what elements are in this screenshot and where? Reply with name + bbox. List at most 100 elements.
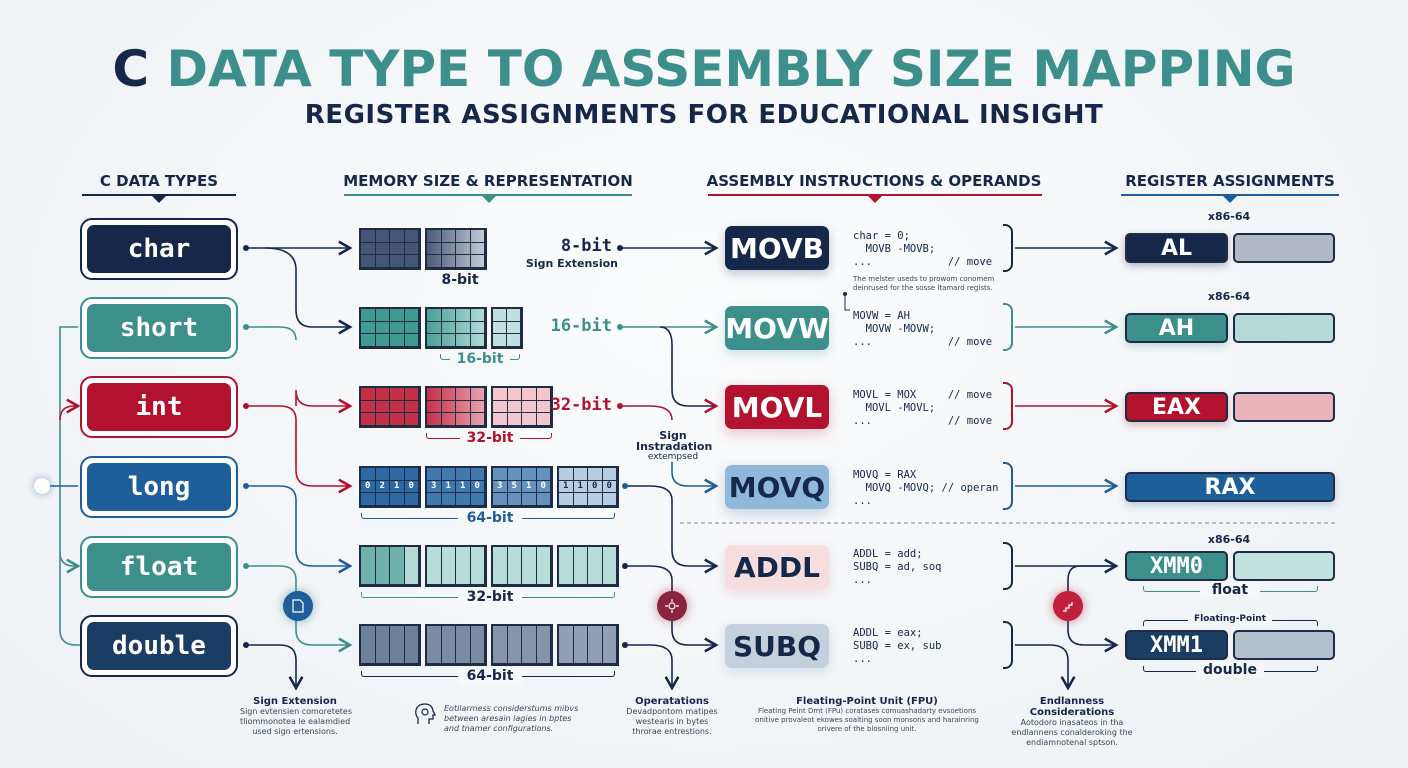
bit-digit: 0 xyxy=(602,480,617,494)
code-snippet: MOVL = MOX // move MOVL -MOVL; ... // mo… xyxy=(853,389,993,427)
bit-digit: 0 xyxy=(588,480,603,494)
page-title: C DATA TYPE TO ASSEMBLY SIZE MAPPING xyxy=(0,40,1408,98)
register-type-label: double xyxy=(1196,662,1264,678)
memory-block-64bit-double xyxy=(359,624,619,666)
move-arrows-icon xyxy=(657,591,687,621)
sign-extension-note: Sign Extension xyxy=(525,257,618,270)
c-type-label: long xyxy=(87,463,231,511)
c-type-label: short xyxy=(87,304,231,352)
col-header-memory: MEMORY SIZE & REPRESENTATION xyxy=(343,172,633,190)
c-type-short[interactable]: short xyxy=(80,297,238,359)
sign-instradation-note: Sign Instradation extempsed xyxy=(636,429,712,463)
head-gear-icon xyxy=(414,702,437,726)
code-snippet: MOVW = AH MOVW -MOVW; ... // move xyxy=(853,310,993,348)
arch-label: x86-64 xyxy=(1207,210,1251,223)
floating-point-label: Floating-Point xyxy=(1188,614,1272,624)
junction-icon xyxy=(34,478,50,494)
bit-digit: 1 xyxy=(441,480,456,494)
c-type-long[interactable]: long xyxy=(80,456,238,518)
register-ah[interactable]: AH xyxy=(1125,313,1228,343)
register-type-label: float xyxy=(1200,582,1260,598)
col-underline xyxy=(1121,194,1339,196)
memory-block-16bit xyxy=(359,307,523,349)
register-xmm0[interactable]: XMM0 xyxy=(1125,551,1228,581)
c-type-label: int xyxy=(87,383,231,431)
col-header-assembly: ASSEMBLY INSTRUCTIONS & OPERANDS xyxy=(706,172,1042,190)
col-underline xyxy=(82,194,236,196)
register-rax[interactable]: RAX xyxy=(1125,472,1335,502)
instruction-note: The melster useds to prowom conomem dein… xyxy=(853,275,995,292)
bit-digit: 1 xyxy=(390,480,405,494)
note-line: Sign xyxy=(659,429,687,442)
bit-digit: 0 xyxy=(404,480,419,494)
memory-size-label: 32-bit xyxy=(458,589,522,605)
memory-size-label: 64-bit xyxy=(458,510,522,526)
page-subtitle: REGISTER ASSIGNMENTS FOR EDUCATIONAL INS… xyxy=(304,100,1104,130)
c-type-label: float xyxy=(87,543,231,591)
memory-size-label: 64-bit xyxy=(458,668,522,684)
memory-block-8bit xyxy=(359,228,487,270)
c-type-char[interactable]: char xyxy=(80,218,238,280)
col-underline xyxy=(708,194,1042,196)
code-snippet: ADDL = add; SUBQ = ad, soq ... xyxy=(853,548,942,586)
size-label-32bit: 32-bit xyxy=(550,395,612,415)
footer-title: Operatations xyxy=(635,696,709,707)
bit-digit: 5 xyxy=(507,480,522,494)
size-label-8bit: 8-bit xyxy=(560,236,612,256)
instruction-movw[interactable]: MOVW xyxy=(725,306,829,350)
register-xmm1[interactable]: XMM1 xyxy=(1125,630,1228,660)
footer-note-endianness-considerations: Endlanness Considerations Aotodoro inasa… xyxy=(1002,696,1142,748)
c-type-int[interactable]: int xyxy=(80,376,238,438)
c-type-float[interactable]: float xyxy=(80,536,238,598)
register-slot xyxy=(1233,392,1335,422)
bit-digit: 3 xyxy=(427,480,442,494)
footer-title: Sign Extension xyxy=(253,696,337,707)
caret-icon xyxy=(1223,196,1237,203)
footer-title: Fleating-Point Unit (FPU) xyxy=(796,696,938,707)
bit-digit: 0 xyxy=(536,480,551,494)
title-prefix: C xyxy=(112,40,150,98)
c-type-label: char xyxy=(87,225,231,273)
footer-body: Devadpontom matipes westearis in bytes t… xyxy=(626,707,718,736)
c-type-label: double xyxy=(87,622,231,670)
memory-size-label: 16-bit xyxy=(450,351,510,367)
footer-body: Sign evtensien comoretetes tliommonotea … xyxy=(240,707,353,736)
c-type-double[interactable]: double xyxy=(80,615,238,677)
instruction-addl[interactable]: ADDL xyxy=(725,545,829,589)
code-snippet: MOVQ = RAX MOVQ -MOVQ; // operan ... xyxy=(853,469,999,507)
bracket xyxy=(1003,542,1013,590)
instruction-movl[interactable]: MOVL xyxy=(725,385,829,429)
register-al[interactable]: AL xyxy=(1125,233,1228,263)
arch-label: x86-64 xyxy=(1207,290,1251,303)
bracket xyxy=(1003,303,1013,351)
caret-icon xyxy=(152,196,166,203)
register-slot xyxy=(1233,313,1335,343)
code-snippet: ADDL = eax; SUBQ = ex, sub ... xyxy=(853,627,942,665)
bit-digit: 1 xyxy=(456,480,471,494)
size-label-16bit: 16-bit xyxy=(550,316,612,336)
col-header-c-types: C DATA TYPES xyxy=(99,172,219,190)
register-eax[interactable]: EAX xyxy=(1125,392,1228,422)
instruction-subq[interactable]: SUBQ xyxy=(725,624,829,668)
bracket xyxy=(1003,462,1013,510)
bit-digit: 1 xyxy=(522,480,537,494)
memory-size-label: 8-bit xyxy=(441,272,479,288)
register-slot xyxy=(1233,551,1335,581)
bracket xyxy=(1003,621,1013,669)
memory-block-32bit xyxy=(359,386,553,428)
note-line: extempsed xyxy=(647,452,699,462)
footer-note-endianness: Eotilarmess considerstums mibvs between … xyxy=(444,704,578,734)
title-main: DATA TYPE TO ASSEMBLY SIZE MAPPING xyxy=(166,40,1296,98)
instruction-movq[interactable]: MOVQ xyxy=(725,465,829,509)
footer-body: Aotodoro inasateos in tha endlannens con… xyxy=(1011,718,1133,747)
document-icon xyxy=(283,591,313,621)
footer-note-sign-extension: Sign Extension Sign evtensien comoretete… xyxy=(240,696,353,737)
bracket xyxy=(1003,224,1013,272)
bit-digit: 3 xyxy=(493,480,508,494)
bit-digit: 0 xyxy=(470,480,485,494)
bit-digit: 1 xyxy=(559,480,574,494)
bit-digit: 0 xyxy=(361,480,376,494)
instruction-movb[interactable]: MOVB xyxy=(725,226,829,270)
bit-digit: 2 xyxy=(375,480,390,494)
